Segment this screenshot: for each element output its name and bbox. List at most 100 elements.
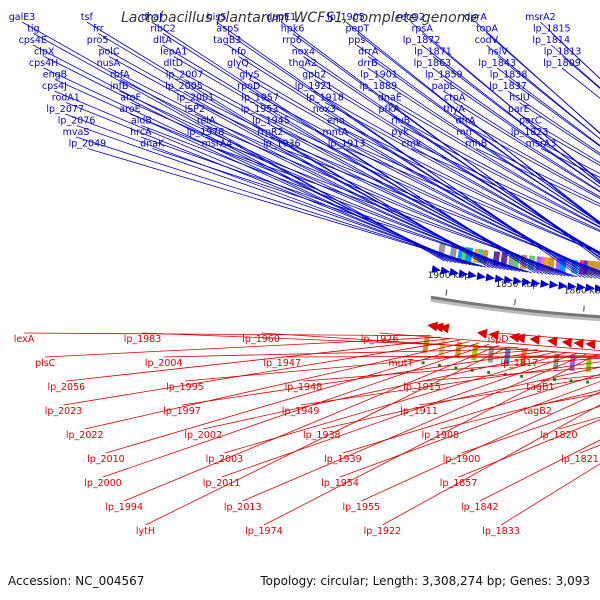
- forward-gene-label: dltA: [153, 35, 172, 46]
- forward-gene-label: rrp6: [282, 35, 302, 46]
- reverse-gene-label: lp_1908: [421, 430, 459, 441]
- reverse-leader-line: [339, 381, 600, 478]
- forward-gene-label: pps: [348, 35, 365, 46]
- reverse-leader-line: [282, 355, 600, 358]
- forward-leader-line: [389, 102, 600, 225]
- reverse-strand-arrows: [427, 321, 596, 350]
- genome-backbone: [430, 295, 600, 322]
- forward-gene-label: mvaS: [63, 127, 90, 138]
- reverse-gene-label: lp_1833: [482, 526, 520, 537]
- forward-leader-line: [260, 102, 600, 276]
- reverse-gene-label: lp_1983: [124, 334, 162, 345]
- reverse-leader-line: [342, 373, 600, 454]
- forward-gene-label: lp_1953: [241, 104, 279, 115]
- forward-leader-line: [33, 33, 449, 262]
- reverse-leader-line: [124, 345, 499, 502]
- forward-leader-line: [432, 67, 600, 188]
- forward-gene-label: dnaK: [140, 139, 165, 150]
- forward-gene-label: lp_1872: [403, 35, 441, 46]
- forward-leader-line: [357, 33, 600, 223]
- forward-leader-line: [519, 102, 600, 156]
- reverse-gene-label: lp_1948: [285, 382, 323, 393]
- forward-leader-line: [410, 21, 600, 183]
- reverse-leader-line: [203, 351, 558, 430]
- forward-gene-label: nusA: [97, 58, 121, 69]
- forward-gene-label: lp_1871: [414, 47, 452, 58]
- reverse-gene-arrow: [476, 328, 488, 339]
- forward-leader-line: [270, 125, 600, 274]
- reverse-gene-arrow: [529, 334, 540, 345]
- forward-gene-label: dltD: [163, 58, 183, 69]
- forward-gene-label: lp_1889: [360, 81, 398, 92]
- reverse-gene-label: mutT: [388, 358, 413, 369]
- reverse-gene-label: lp_1821: [561, 454, 599, 465]
- forward-gene-label: lp_2049: [69, 139, 107, 150]
- reverse-leader-line: [321, 366, 600, 430]
- scale-tick: [445, 289, 448, 296]
- forward-leader-line: [465, 125, 600, 199]
- forward-gene-label: dapE1: [266, 12, 296, 23]
- reverse-leader-line: [519, 356, 600, 358]
- forward-gene-arrow: [531, 278, 541, 287]
- forward-gene-label: thgA2: [289, 58, 317, 69]
- forward-gene-label: hslV: [488, 47, 509, 58]
- forward-gene-label: codV: [475, 35, 499, 46]
- forward-gene-arrow: [558, 281, 568, 290]
- reverse-gene-label: lp_1960: [242, 334, 280, 345]
- forward-gene-label: lp_1843: [478, 58, 516, 69]
- forward-gene-label: ctpA: [444, 93, 466, 104]
- forward-gene-label: rpsA: [412, 24, 434, 35]
- accession-label: Accession: NC_004567: [8, 574, 145, 588]
- forward-gene-label: dfrA: [456, 116, 476, 127]
- forward-leader-line: [335, 136, 600, 254]
- reverse-leader-line: [63, 339, 460, 406]
- reverse-leader-line: [102, 343, 490, 478]
- forward-leader-line: [529, 136, 600, 175]
- forward-gene-label: pfkA: [379, 104, 401, 115]
- reverse-leader-line: [440, 389, 600, 430]
- forward-leader-line: [432, 56, 600, 184]
- forward-gene-label: lp_1913: [328, 139, 366, 150]
- forward-gene-label: glyS: [239, 70, 259, 81]
- forward-gene-label: msrA4: [202, 139, 233, 150]
- forward-gene-label: lp_1978: [187, 127, 225, 138]
- forward-gene-label: lp_1814: [532, 35, 570, 46]
- reverse-leader-line: [500, 463, 600, 526]
- forward-leader-line: [518, 113, 600, 164]
- reverse-gene-label: lp_1857: [440, 478, 478, 489]
- reverse-leader-line: [498, 332, 600, 342]
- forward-gene-arrow: [576, 282, 586, 291]
- reverse-gene-arrow: [561, 337, 573, 348]
- reverse-leader-line: [382, 404, 600, 526]
- forward-gene-label: nox3: [313, 104, 336, 115]
- forward-gene-label: aldB: [131, 116, 152, 127]
- forward-gene-label: rnhB: [465, 139, 487, 150]
- feature-marker: [437, 363, 441, 367]
- forward-gene-label: tsf: [81, 12, 94, 23]
- forward-gene-label: rbfA: [110, 70, 130, 81]
- reverse-leader-line: [224, 352, 568, 454]
- reverse-gene-label: lp_1900: [443, 454, 481, 465]
- forward-leader-line: [195, 102, 562, 277]
- forward-leader-line: [119, 79, 509, 271]
- reverse-leader-line: [263, 354, 597, 526]
- forward-gene-arrow: [540, 279, 550, 288]
- reverse-gene-label: lp_1817: [500, 358, 538, 369]
- reverse-gene-label: lp_2011: [203, 478, 241, 489]
- forward-gene-label: glyQ: [227, 58, 249, 69]
- feature-marker: [454, 366, 458, 370]
- forward-leader-line: [400, 125, 600, 228]
- reverse-gene-label: lp_2023: [45, 406, 83, 417]
- forward-leader-line: [508, 79, 600, 147]
- forward-gene-label: dprA: [464, 12, 487, 23]
- reverse-gene-label: lp_1911: [400, 406, 438, 417]
- forward-leader-line: [65, 102, 471, 266]
- forward-leader-line: [464, 136, 600, 205]
- reverse-gene-label: lp_2056: [47, 382, 85, 393]
- forward-gene-label: ribC2: [150, 24, 175, 35]
- forward-gene-arrow: [476, 272, 487, 280]
- reverse-gene-label: lp_2003: [206, 454, 244, 465]
- forward-gene-label: rluB: [391, 116, 410, 127]
- reverse-leader-line: [105, 342, 480, 454]
- forward-leader-line: [378, 79, 600, 224]
